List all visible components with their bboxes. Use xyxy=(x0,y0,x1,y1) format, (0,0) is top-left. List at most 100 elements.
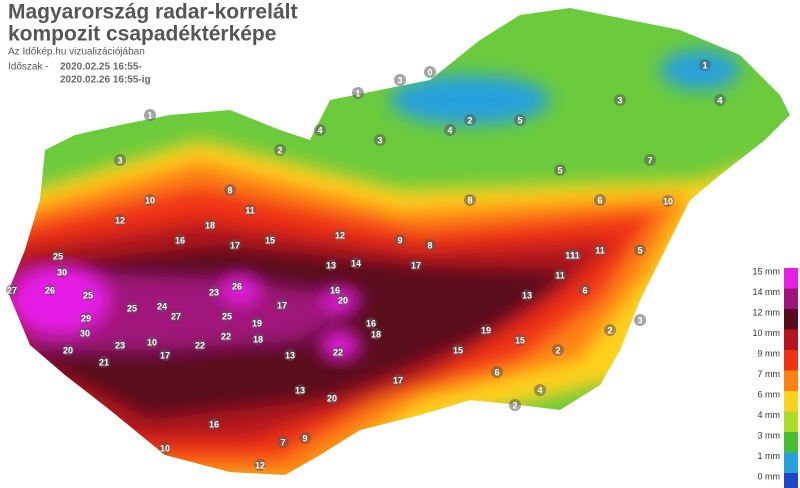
station-value: 20 xyxy=(63,345,73,355)
legend-swatch xyxy=(784,432,798,453)
station-dot xyxy=(146,336,158,348)
station-value: 3 xyxy=(397,75,402,85)
legend-swatch xyxy=(784,350,798,371)
station-value: 11 xyxy=(570,250,580,260)
station-dot xyxy=(714,94,726,106)
station-value: 23 xyxy=(115,340,125,350)
station-dot xyxy=(274,144,286,156)
station-value: 3 xyxy=(637,315,642,325)
station-value: 12 xyxy=(115,215,125,225)
station-dot xyxy=(114,339,126,351)
station-dot xyxy=(370,328,382,340)
station-value: 16 xyxy=(366,318,376,328)
station-value: 15 xyxy=(453,345,463,355)
station-value: 2 xyxy=(512,400,517,410)
station-value: 16 xyxy=(209,419,219,429)
station-dot xyxy=(114,154,126,166)
station-value: 25 xyxy=(222,311,232,321)
station-value: 24 xyxy=(157,301,167,311)
station-value: 19 xyxy=(481,325,491,335)
legend-swatch xyxy=(784,391,798,412)
station-value: 26 xyxy=(232,281,242,291)
station-value: 26 xyxy=(45,285,55,295)
station-value: 4 xyxy=(447,125,452,135)
station-dot xyxy=(394,74,406,86)
station-value: 4 xyxy=(317,125,322,135)
station-value: 6 xyxy=(494,367,499,377)
station-value: 5 xyxy=(637,245,642,255)
station-dot xyxy=(662,195,674,207)
title: kompozit csapadéktérképe xyxy=(8,23,276,46)
station-dot xyxy=(452,344,464,356)
station-dot xyxy=(554,164,566,176)
station-value: 6 xyxy=(597,195,602,205)
station-dot xyxy=(337,294,349,306)
station-dot xyxy=(204,219,216,231)
station-value: 8 xyxy=(427,240,432,250)
station-dot xyxy=(464,114,476,126)
station-dot xyxy=(569,249,581,261)
legend-swatch xyxy=(784,473,798,488)
station-value: 17 xyxy=(277,300,287,310)
legend-label: 9 mm xyxy=(758,348,781,358)
station-dot xyxy=(424,66,436,78)
station-dot xyxy=(521,289,533,301)
station-dot xyxy=(144,109,156,121)
legend-label: 0 mm xyxy=(758,471,781,481)
station-dot xyxy=(208,286,220,298)
station-value: 7 xyxy=(647,155,652,165)
station-dot xyxy=(634,244,646,256)
station-dot xyxy=(79,327,91,339)
legend-label: 15 mm xyxy=(752,266,780,276)
station-dot xyxy=(514,114,526,126)
station-value: 15 xyxy=(265,235,275,245)
station-value: 14 xyxy=(351,258,361,268)
station-value: 22 xyxy=(333,347,343,357)
station-value: 27 xyxy=(7,285,17,295)
station-dot xyxy=(329,284,341,296)
station-dot xyxy=(594,194,606,206)
station-value: 30 xyxy=(57,267,67,277)
station-dot xyxy=(277,436,289,448)
station-value: 16 xyxy=(330,285,340,295)
station-dot xyxy=(394,234,406,246)
station-dot xyxy=(294,384,306,396)
station-dot xyxy=(80,312,92,324)
legend-label: 14 mm xyxy=(752,287,780,297)
station-value: 13 xyxy=(522,290,532,300)
legend-label: 12 mm xyxy=(752,307,780,317)
legend-swatch xyxy=(784,268,798,289)
station-value: 11 xyxy=(245,205,255,215)
station-value: 3 xyxy=(117,155,122,165)
station-dot xyxy=(699,59,711,71)
station-dot xyxy=(350,257,362,269)
station-dot xyxy=(170,310,182,322)
station-value: 17 xyxy=(393,375,403,385)
period-to: 2020.02.26 16:55-ig xyxy=(60,75,151,86)
station-dot xyxy=(534,384,546,396)
period-label: Időszak - xyxy=(8,62,49,73)
station-dot xyxy=(374,134,386,146)
station-dot xyxy=(554,269,566,281)
station-dot xyxy=(491,366,503,378)
station-value: 29 xyxy=(81,313,91,323)
station-value: 19 xyxy=(252,318,262,328)
station-value: 21 xyxy=(99,357,109,367)
station-value: 4 xyxy=(537,385,542,395)
station-value: 22 xyxy=(221,331,231,341)
station-value: 20 xyxy=(327,393,337,403)
station-dot xyxy=(326,392,338,404)
station-dot xyxy=(464,194,476,206)
station-dot xyxy=(114,214,126,226)
station-dot xyxy=(365,317,377,329)
station-value: 17 xyxy=(230,240,240,250)
station-value: 9 xyxy=(302,433,307,443)
subtitle: Az Időkép.hu vizualizációjában xyxy=(8,47,145,58)
station-value: 25 xyxy=(53,251,63,261)
station-value: 10 xyxy=(663,196,673,206)
legend-label: 3 mm xyxy=(758,430,781,440)
station-value: 18 xyxy=(205,220,215,230)
station-dot xyxy=(334,229,346,241)
